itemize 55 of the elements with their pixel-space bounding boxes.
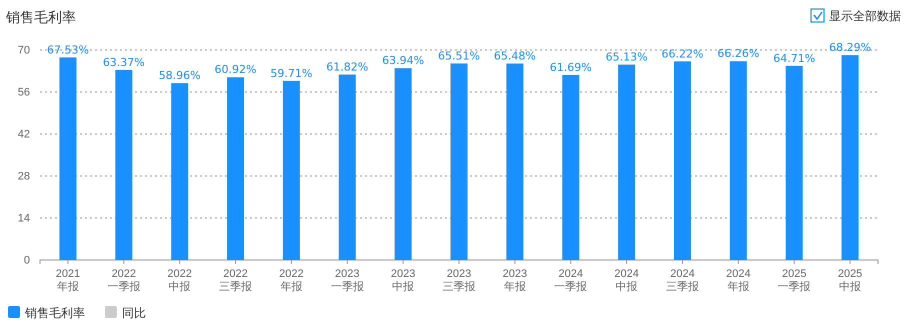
bar (59, 57, 76, 260)
x-tick-label: 2023 年报 (502, 268, 528, 294)
data-label: 59.71% (270, 66, 312, 80)
data-label: 58.96% (158, 69, 201, 82)
x-tick-label: 2023 中报 (390, 268, 416, 294)
bar (786, 66, 803, 260)
y-tick-label: 70 (18, 44, 30, 57)
data-label: 64.71% (773, 52, 816, 65)
data-label: 61.82% (326, 60, 368, 74)
y-tick-label: 42 (18, 128, 30, 141)
data-label: 63.94% (382, 54, 424, 68)
data-label: 60.92% (214, 63, 257, 76)
bar (227, 77, 244, 260)
y-tick-label: 28 (18, 170, 30, 183)
x-tick-label: 2022 年报 (279, 268, 304, 294)
bar (394, 68, 412, 260)
x-tick-label: 2024 一季报 (554, 268, 588, 294)
legend-label: 同比 (122, 306, 146, 320)
bar (450, 63, 468, 260)
x-tick-label: 2025 一季报 (778, 268, 811, 294)
x-tick-label: 2023 三季报 (442, 268, 476, 294)
data-label: 65.13% (606, 50, 648, 64)
chart-title: 销售毛利率 (5, 10, 76, 26)
bar (506, 64, 524, 260)
data-label: 66.22% (661, 47, 704, 60)
y-tick-label: 14 (18, 212, 30, 225)
bar (562, 74, 580, 260)
x-tick-label: 2022 三季报 (219, 268, 252, 294)
data-label: 68.29% (829, 41, 872, 54)
bar (338, 74, 356, 260)
x-tick-label: 2022 中报 (167, 268, 192, 294)
data-label: 61.69% (550, 60, 592, 74)
data-label: 65.51% (438, 49, 480, 62)
x-tick-label: 2024 年报 (726, 268, 751, 294)
x-tick-label: 2021 年报 (56, 268, 80, 294)
data-label: 63.37% (102, 56, 145, 69)
legend-label: 销售毛利率 (24, 306, 85, 320)
bar (171, 83, 188, 260)
x-tick-label: 2024 中报 (614, 268, 639, 294)
bar (842, 55, 859, 260)
bar (674, 61, 691, 260)
bar (730, 61, 747, 260)
x-tick-label: 2023 一季报 (330, 268, 364, 294)
bar (282, 80, 300, 260)
x-tick-label: 2022 一季报 (107, 268, 140, 294)
data-label: 66.26% (717, 47, 760, 60)
y-tick-label: 0 (24, 254, 30, 267)
data-label: 65.48% (494, 50, 536, 63)
bar (618, 64, 636, 260)
data-label: 67.53% (46, 43, 89, 56)
y-tick-label: 56 (18, 86, 30, 99)
x-tick-label: 2024 三季报 (666, 268, 699, 294)
bar (115, 70, 132, 260)
x-tick-label: 2025 中报 (838, 268, 862, 294)
text: 显示全部数据 (829, 9, 901, 23)
